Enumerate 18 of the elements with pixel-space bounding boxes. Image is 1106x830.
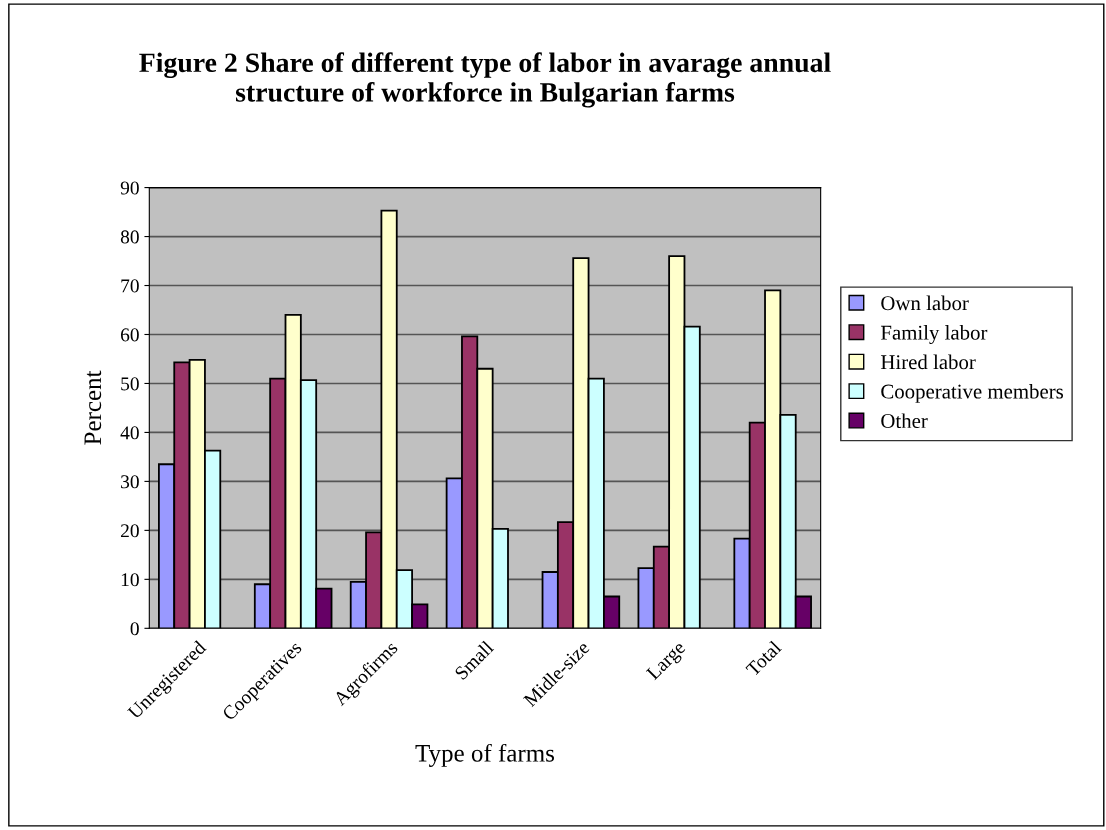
y-tick-label: 10 xyxy=(121,573,139,587)
legend-label: Family labor xyxy=(880,325,988,344)
x-axis-title: Type of farms xyxy=(415,743,555,767)
y-tick-label: 20 xyxy=(121,524,139,538)
y-axis-title: Percent xyxy=(84,370,102,445)
y-tick-label: 90 xyxy=(120,181,139,195)
y-tick-label: 40 xyxy=(120,426,139,440)
y-tick-label: 30 xyxy=(121,475,139,489)
legend-label: Hired labor xyxy=(880,354,976,370)
y-tick-label: 60 xyxy=(120,328,139,342)
legend-label: Own labor xyxy=(881,295,969,311)
y-tick-label: 0 xyxy=(130,622,139,636)
y-tick-label: 70 xyxy=(121,279,139,293)
legend-label: Other xyxy=(881,413,928,429)
y-tick-label: 50 xyxy=(121,377,139,391)
chart-title: Figure 2 Share of different type of labor in avarage annual structure of workforce in Bulgarian farms xyxy=(139,52,831,108)
legend-label: Cooperative members xyxy=(881,383,1064,403)
y-tick-label: 80 xyxy=(120,230,139,244)
